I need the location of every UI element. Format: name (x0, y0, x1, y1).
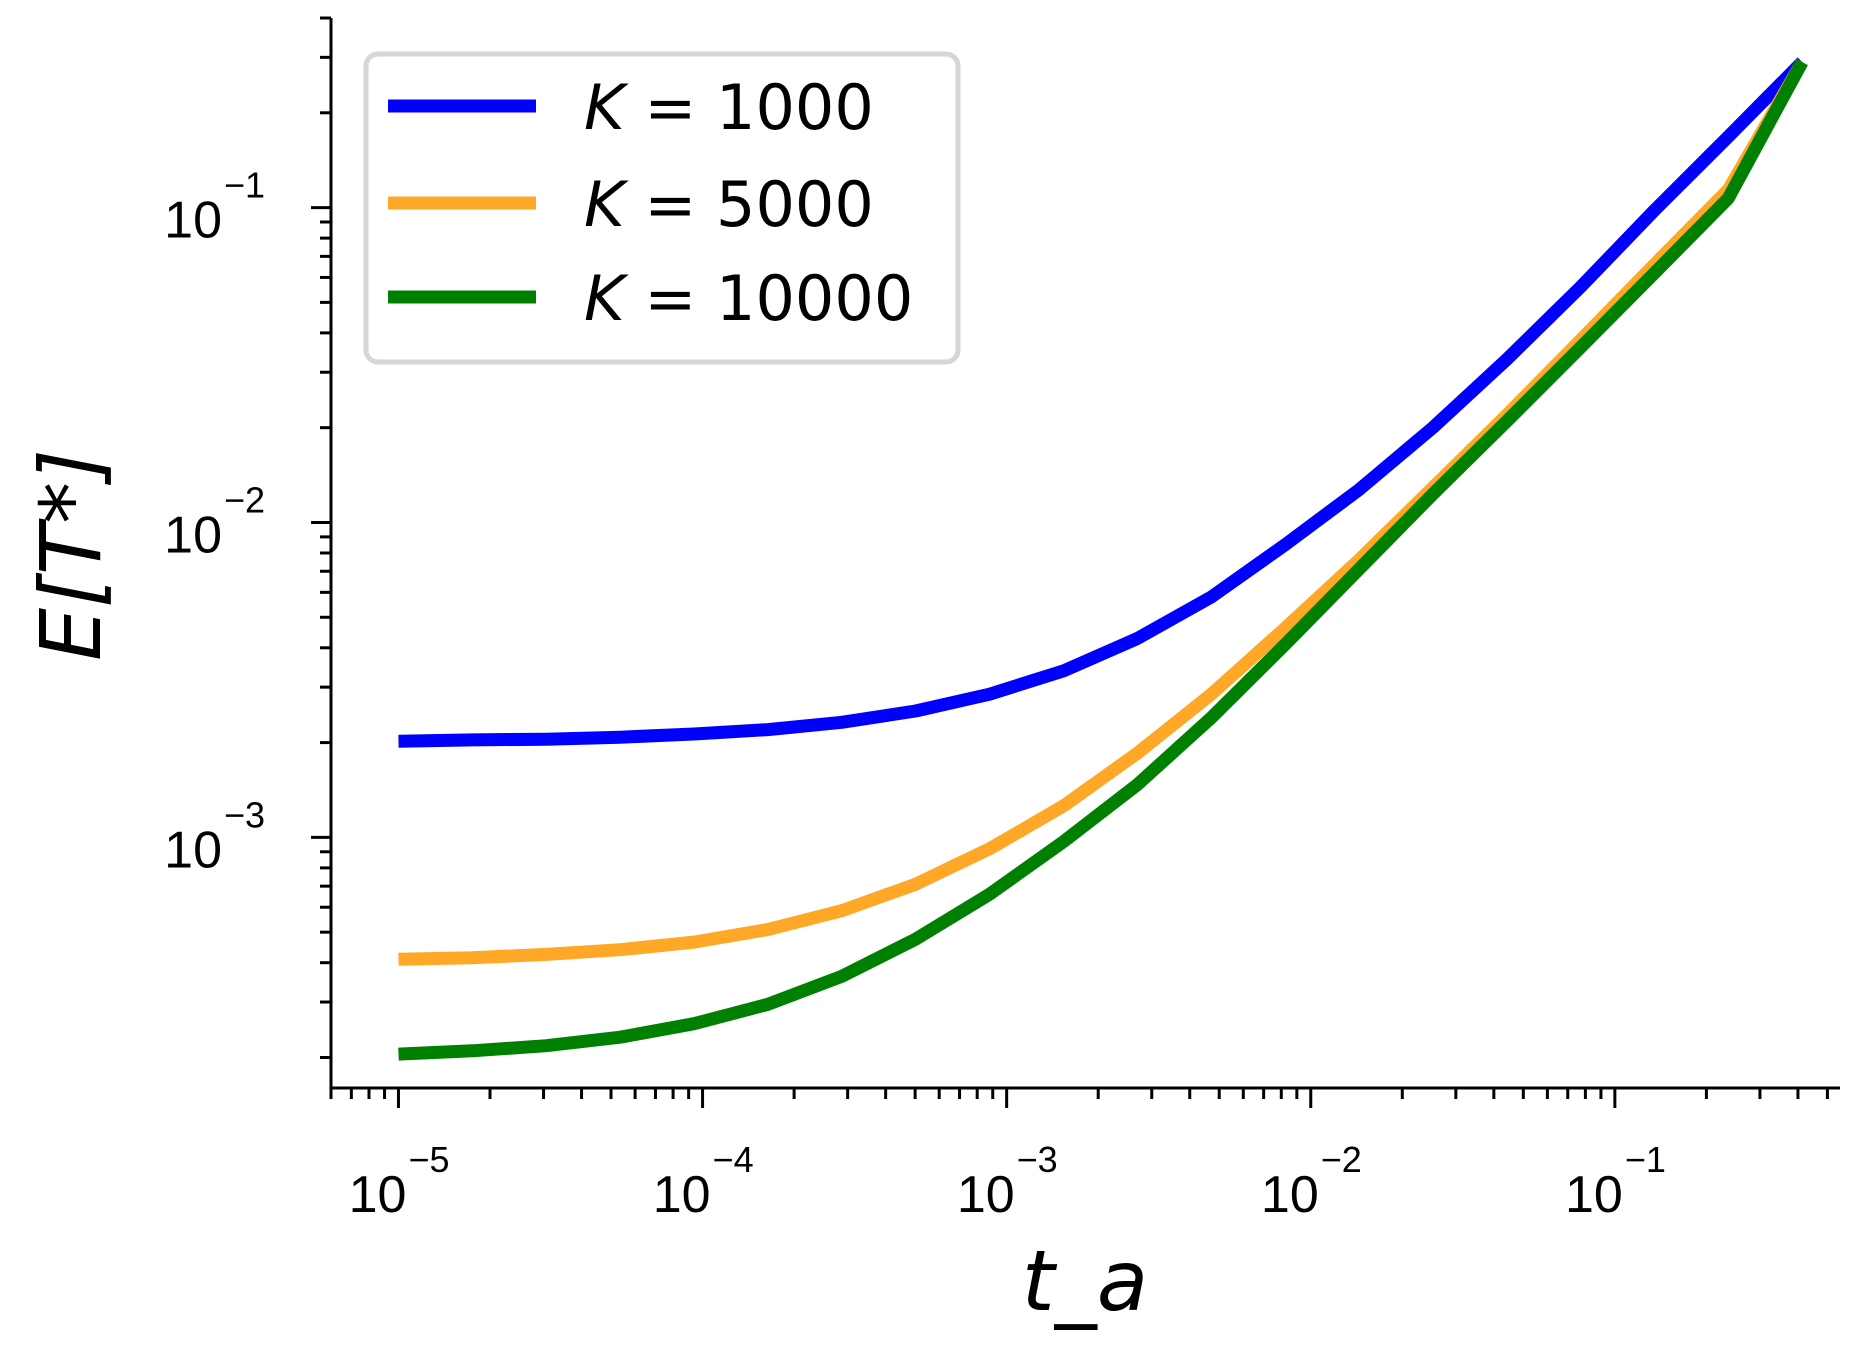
series-line-10000 (398, 58, 1808, 1061)
legend-label-5000: K = 5000 (584, 168, 874, 241)
legend-label-10000: K = 10000 (584, 262, 913, 335)
legend: K = 1000 K = 5000 K = 10000 (363, 51, 961, 365)
series-line-1000 (398, 57, 1807, 748)
x-tick-label-base: 10 (349, 1166, 407, 1224)
y-tick-label-exponent: −2 (224, 479, 265, 520)
y-tick-label-exponent: −1 (224, 165, 265, 206)
x-tick-label-base: 10 (1261, 1166, 1319, 1224)
x-tick-label-exponent: −5 (408, 1139, 449, 1180)
y-tick-label-base: 10 (164, 192, 222, 250)
x-tick-label-base: 10 (957, 1166, 1015, 1224)
series-layer (398, 57, 1808, 1061)
y-axis-title: E[T*] (22, 449, 120, 661)
legend-frame (363, 51, 961, 365)
x-tick-label-exponent: −2 (1321, 1139, 1362, 1180)
x-tick-label-exponent: −4 (713, 1139, 754, 1180)
x-tick-label-exponent: −1 (1625, 1139, 1666, 1180)
y-tick-label-base: 10 (164, 821, 222, 879)
x-tick-label-exponent: −3 (1017, 1139, 1058, 1180)
x-axis-title: t_a (1022, 1232, 1148, 1330)
y-tick-label-exponent: −3 (224, 794, 265, 835)
y-tick-label-base: 10 (164, 506, 222, 564)
x-tick-label-base: 10 (653, 1166, 711, 1224)
x-tick-label-base: 10 (1565, 1166, 1623, 1224)
legend-label-1000: K = 1000 (584, 71, 874, 144)
ticks: 10−510−410−310−210−110−310−210−1 (164, 16, 1829, 1224)
